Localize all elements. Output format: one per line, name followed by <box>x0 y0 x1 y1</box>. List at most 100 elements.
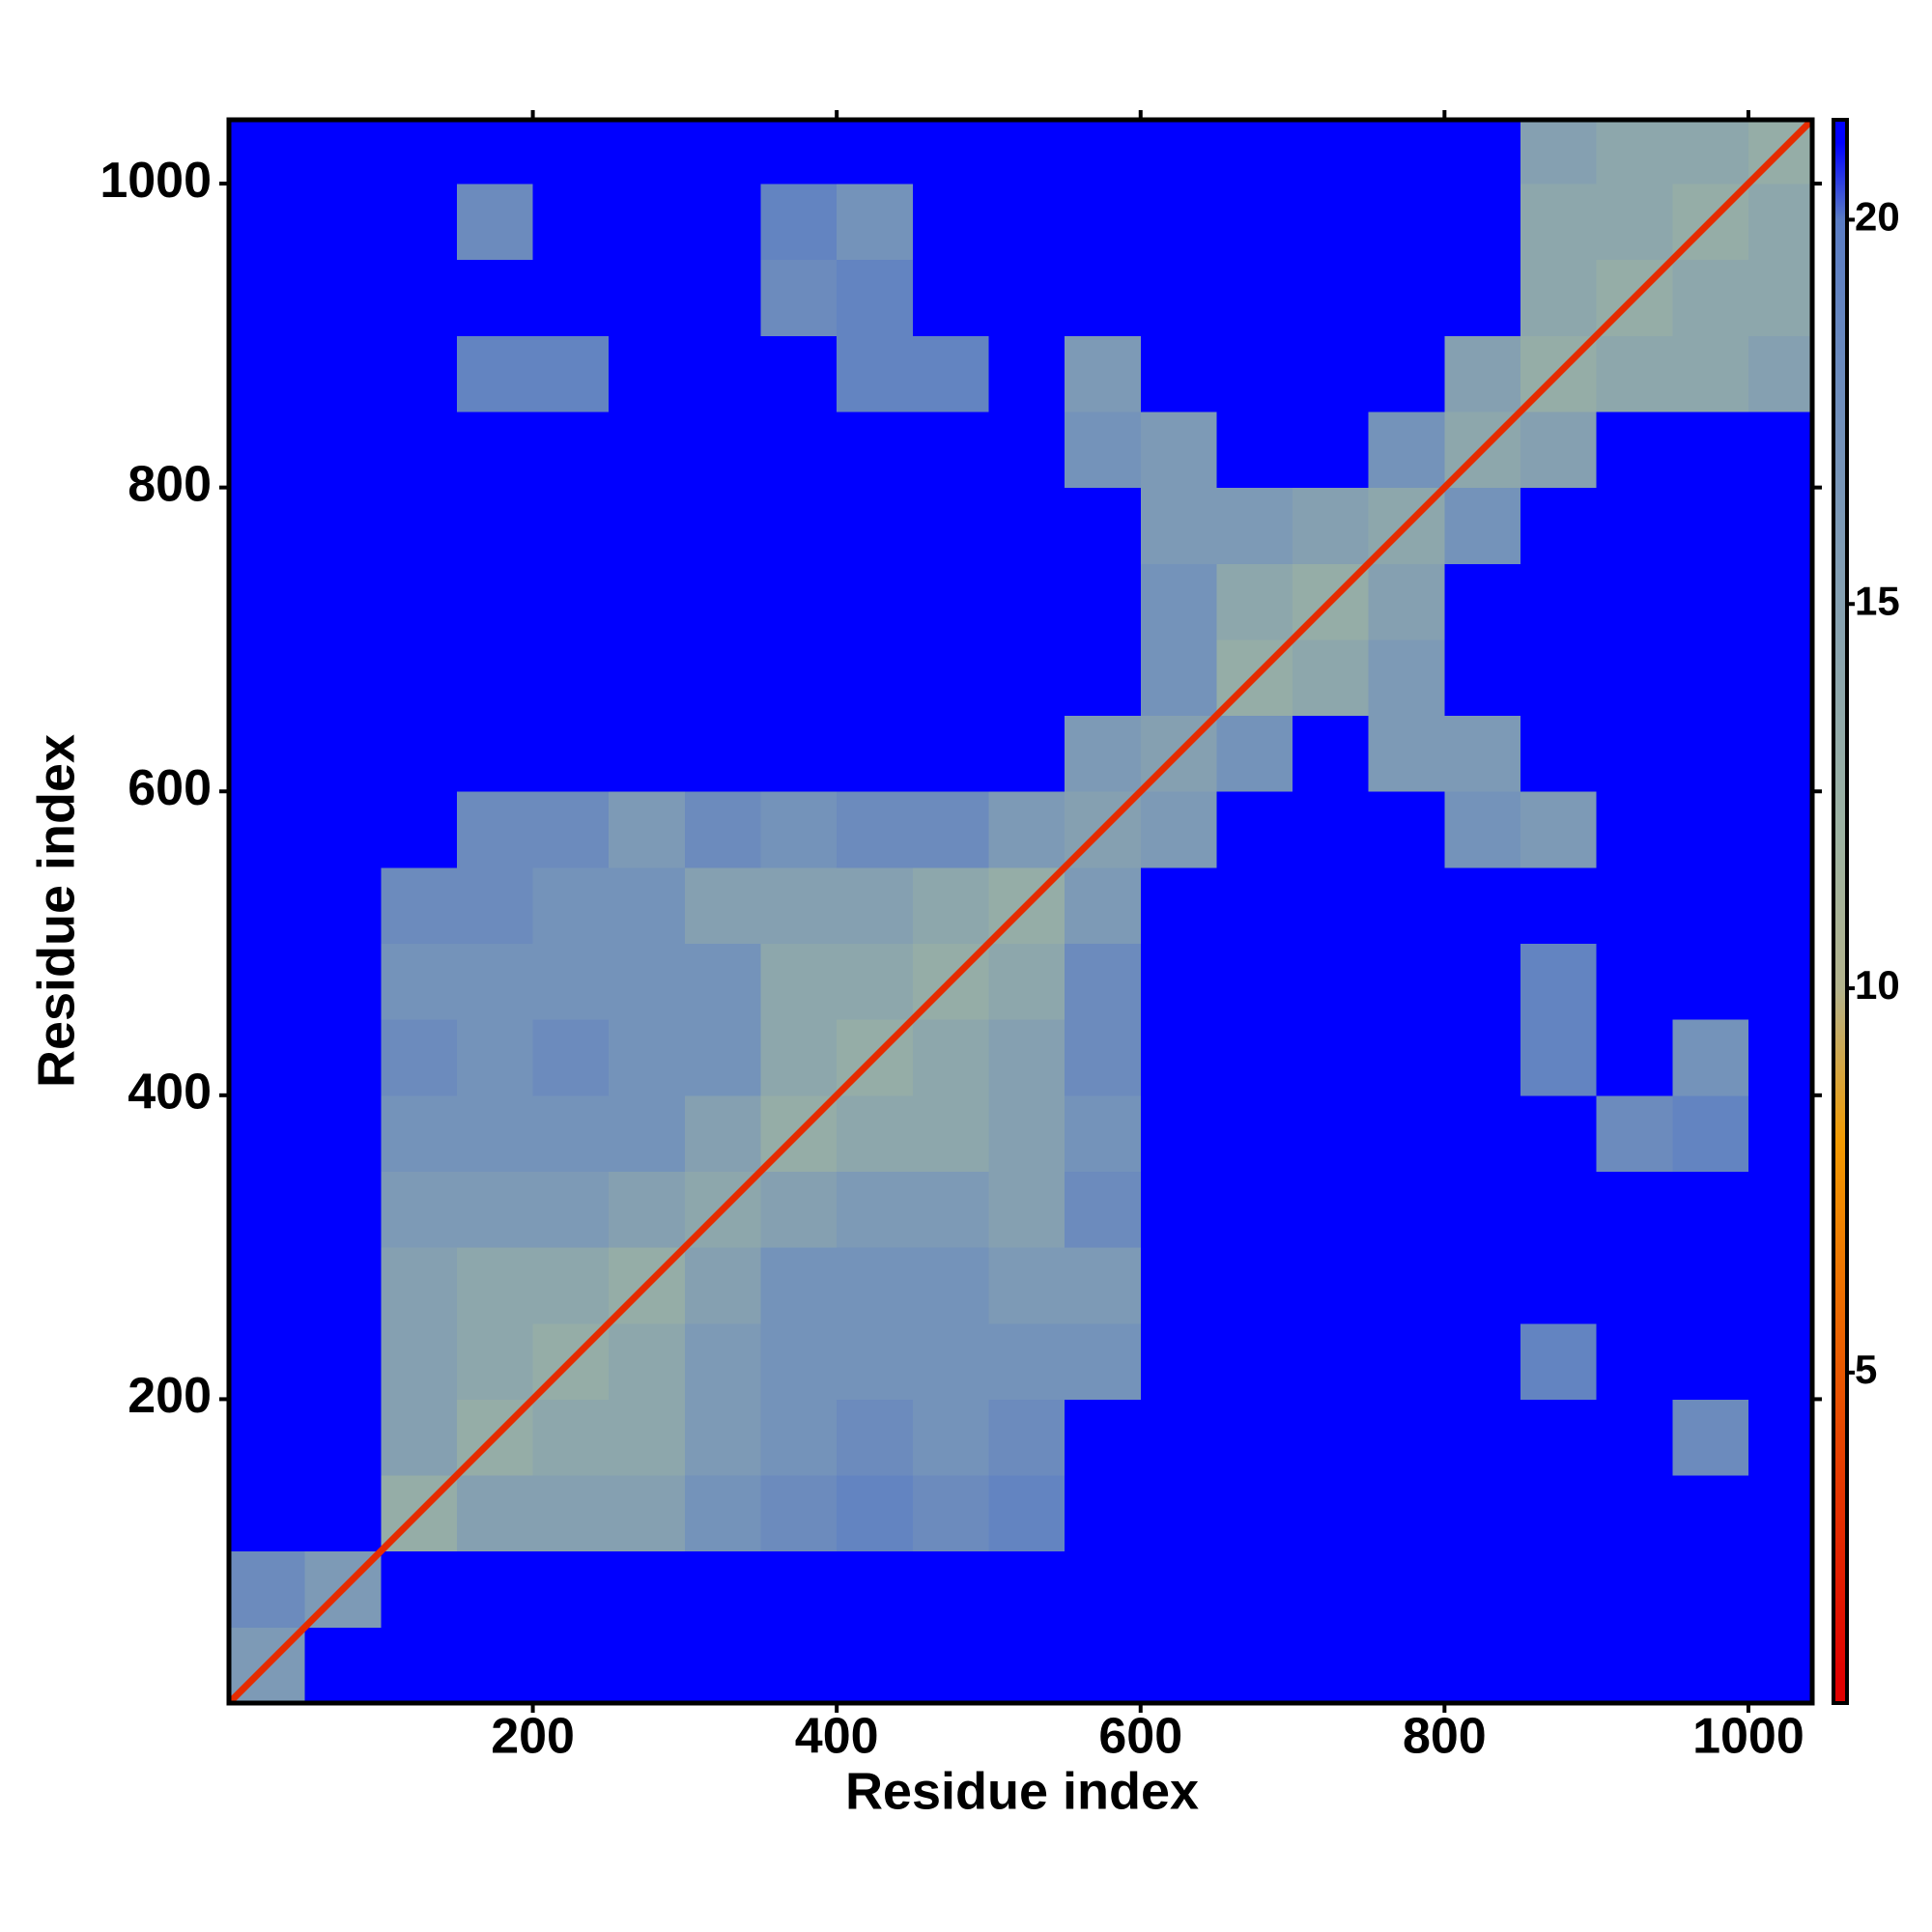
heatmap-cell <box>1444 1627 1521 1703</box>
heatmap-cell <box>381 791 458 868</box>
heatmap-cell <box>837 335 914 412</box>
y-tick-label: 200 <box>128 1368 212 1424</box>
heatmap-cell <box>988 335 1065 412</box>
heatmap-cell <box>381 639 458 717</box>
heatmap-cell <box>1293 791 1370 868</box>
heatmap-cell <box>1368 1550 1445 1628</box>
colorbar-tick-label: 5 <box>1855 1347 1877 1392</box>
heatmap-cell <box>912 1094 989 1172</box>
heatmap-cell <box>837 791 914 868</box>
heatmap-cell <box>456 1019 534 1096</box>
heatmap-cell <box>1368 1171 1445 1248</box>
heatmap-cell <box>1065 120 1142 185</box>
heatmap-cell <box>760 563 838 640</box>
heatmap-cell <box>1293 259 1370 336</box>
heatmap-cell <box>1065 1399 1142 1476</box>
heatmap-cell <box>1293 1171 1370 1248</box>
heatmap-cell <box>1293 184 1370 261</box>
heatmap-cell <box>1444 563 1521 640</box>
heatmap-cell <box>837 867 914 945</box>
heatmap-cell <box>1293 1094 1370 1172</box>
heatmap-cell <box>1747 639 1812 717</box>
heatmap-cell <box>1747 1475 1812 1552</box>
heatmap-cell <box>760 1550 838 1628</box>
heatmap-cell <box>912 1550 989 1628</box>
heatmap-cell <box>304 1322 382 1400</box>
heatmap-cell <box>609 487 686 564</box>
heatmap-cell <box>456 791 534 868</box>
heatmap-cell <box>1065 1322 1142 1400</box>
heatmap-cell <box>304 184 382 261</box>
heatmap-cell <box>1747 259 1812 336</box>
heatmap-cell <box>229 867 306 945</box>
heatmap-cell <box>988 791 1065 868</box>
heatmap-cell <box>229 259 306 336</box>
heatmap-cell <box>381 867 458 945</box>
heatmap-cell <box>1368 791 1445 868</box>
heatmap-cell <box>760 120 838 185</box>
heatmap-cell <box>1293 487 1370 564</box>
heatmap-cell <box>456 335 534 412</box>
heatmap-cell <box>532 1171 610 1248</box>
heatmap-cell <box>1747 412 1812 489</box>
heatmap-cell <box>456 1171 534 1248</box>
heatmap-cell <box>1672 412 1749 489</box>
heatmap-cell <box>1520 715 1598 792</box>
heatmap-cell <box>1520 1475 1598 1552</box>
heatmap-cell <box>456 715 534 792</box>
x-tick-label: 800 <box>1403 1709 1487 1765</box>
heatmap-cell <box>1520 487 1598 564</box>
heatmap-cell <box>912 487 989 564</box>
heatmap-cell <box>837 1399 914 1476</box>
heatmap-cell <box>988 1399 1065 1476</box>
heatmap-cell <box>1596 639 1673 717</box>
heatmap-cell <box>1520 639 1598 717</box>
heatmap-cell <box>1293 867 1370 945</box>
heatmap-cell <box>609 791 686 868</box>
heatmap-cell <box>1216 1019 1293 1096</box>
heatmap-cell <box>988 1247 1065 1324</box>
heatmap-cell <box>532 335 610 412</box>
heatmap-cell <box>1293 335 1370 412</box>
heatmap-cell <box>1672 1019 1749 1096</box>
heatmap-cell <box>1065 715 1142 792</box>
heatmap-cell <box>609 1019 686 1096</box>
heatmap-cell <box>1216 1399 1293 1476</box>
heatmap-cell <box>1293 1322 1370 1400</box>
heatmap-cell <box>760 1171 838 1248</box>
heatmap-cell <box>1140 1627 1217 1703</box>
heatmap-cell <box>381 1094 458 1172</box>
heatmap-cell <box>1368 1322 1445 1400</box>
heatmap-cell <box>456 1322 534 1400</box>
heatmap-cell <box>304 259 382 336</box>
heatmap-cell <box>456 487 534 564</box>
heatmap-cell <box>1293 412 1370 489</box>
heatmap-cell <box>381 120 458 185</box>
heatmap-cell <box>1444 259 1521 336</box>
heatmap-cell <box>684 1399 762 1476</box>
heatmap-cell <box>456 1627 534 1703</box>
heatmap-cell <box>760 1627 838 1703</box>
heatmap-cell <box>837 1094 914 1172</box>
heatmap-cell <box>684 1322 762 1400</box>
heatmap-cell <box>1747 335 1812 412</box>
heatmap-cell <box>1140 1171 1217 1248</box>
heatmap-cell <box>1672 1322 1749 1400</box>
heatmap-cell <box>1747 1322 1812 1400</box>
heatmap-cell <box>684 639 762 717</box>
heatmap-cell <box>684 120 762 185</box>
heatmap-cell <box>1065 487 1142 564</box>
x-tick-label: 600 <box>1098 1709 1182 1765</box>
heatmap-cell <box>304 487 382 564</box>
heatmap-cell <box>532 487 610 564</box>
heatmap-cell <box>381 943 458 1020</box>
heatmap-cell <box>1672 335 1749 412</box>
heatmap-cell <box>229 715 306 792</box>
heatmap-cell <box>1444 715 1521 792</box>
heatmap-cell <box>1596 1019 1673 1096</box>
heatmap-cell <box>1747 1550 1812 1628</box>
heatmap-cell <box>1596 1171 1673 1248</box>
heatmap-cell <box>532 1094 610 1172</box>
heatmap-cell <box>837 639 914 717</box>
heatmap-cell <box>837 184 914 261</box>
